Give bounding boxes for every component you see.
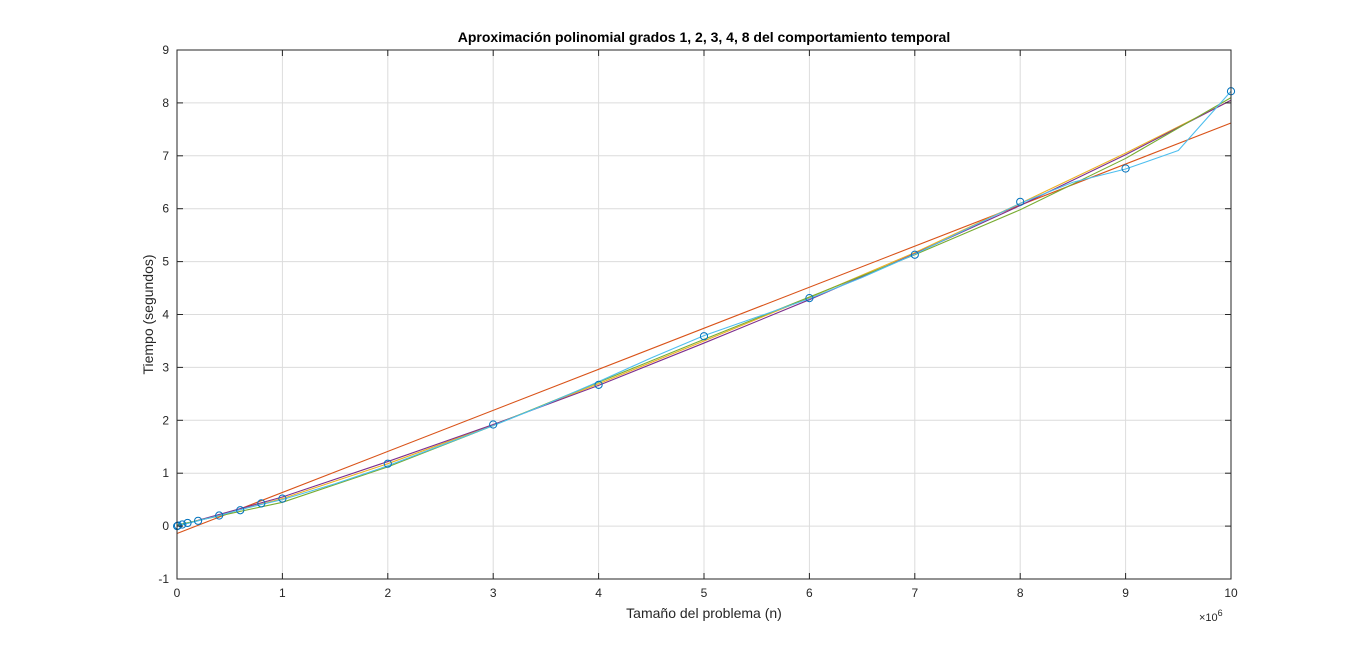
y-tick-label: 6 (162, 202, 169, 216)
data-point (910, 250, 919, 259)
data-point (193, 516, 203, 525)
data-point (178, 520, 187, 529)
y-tick-label: 5 (162, 255, 169, 269)
y-tick-label: 8 (162, 96, 169, 110)
fit-curve-1 (176, 122, 1232, 535)
x-tick-label: 8 (1017, 586, 1024, 600)
data-point (236, 506, 245, 515)
x-tick-label: 3 (490, 586, 497, 600)
x-tick-label: 10 (1224, 586, 1238, 600)
data-point (215, 511, 224, 520)
x-tick-label: 6 (806, 586, 813, 600)
data-point (183, 518, 192, 528)
x-tick-label: 2 (384, 586, 391, 600)
y-tick-label: 3 (162, 360, 169, 374)
data-point (594, 380, 603, 389)
x-axis-label: Tamaño del problema (n) (626, 605, 782, 621)
y-tick-label: 1 (162, 466, 169, 480)
data-point (278, 494, 287, 503)
x-tick-label: 7 (911, 586, 918, 600)
y-tick-label: 9 (162, 43, 169, 57)
fit-curve-3 (176, 99, 1232, 527)
data-point (383, 459, 392, 468)
x-tick-label: 5 (701, 586, 708, 600)
y-tick-label: 7 (162, 149, 169, 163)
data-point (699, 332, 709, 341)
data-point (1016, 197, 1025, 206)
data-point (257, 499, 266, 508)
x-tick-label: 9 (1122, 586, 1129, 600)
y-tick-label: 4 (162, 308, 169, 322)
chart-title: Aproximación polinomial grados 1, 2, 3, … (458, 29, 950, 45)
y-tick-label: 2 (162, 413, 169, 427)
x-tick-label: 1 (279, 586, 286, 600)
data-point (1121, 164, 1130, 173)
x-tick-label: 4 (595, 586, 602, 600)
y-axis-label: Tiempo (segundos) (140, 254, 156, 374)
fit-curve-2 (176, 99, 1232, 527)
x-exponent-label: ×106 (1199, 608, 1223, 624)
y-tick-label: -1 (158, 572, 169, 586)
data-point (805, 294, 814, 303)
data-point (173, 521, 183, 530)
data-point (489, 420, 498, 429)
y-tick-label: 0 (162, 519, 169, 533)
x-tick-label: 0 (174, 586, 181, 600)
